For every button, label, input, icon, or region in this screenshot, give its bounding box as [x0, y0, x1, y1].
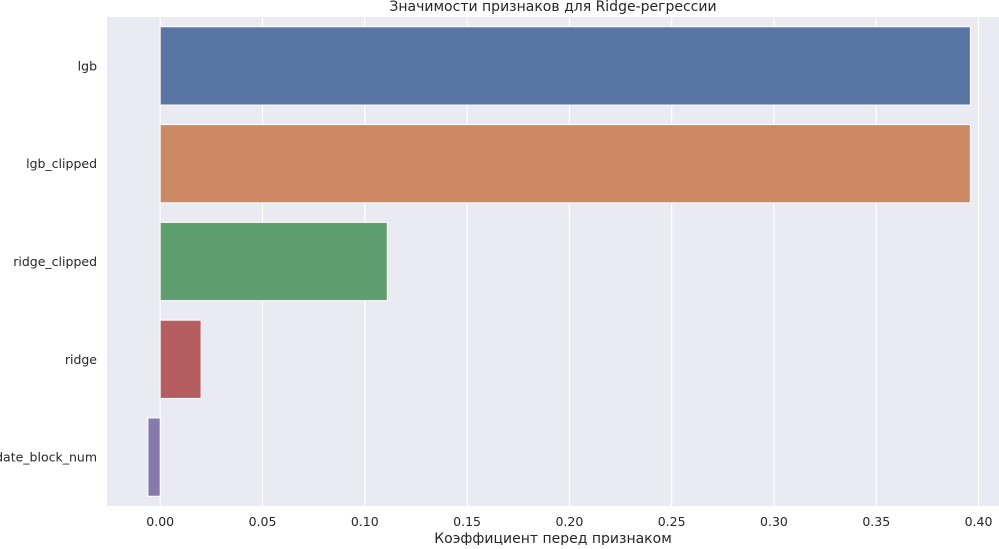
bar-ridge-clipped	[159, 221, 388, 302]
bars	[147, 26, 971, 497]
x-tick-label: 0.40	[965, 514, 993, 529]
y-tick-label: lgb_clipped	[26, 156, 97, 171]
x-tick-label: 0.30	[760, 514, 788, 529]
y-tick-label: lgb	[78, 58, 97, 73]
x-tick-label: 0.00	[146, 514, 174, 529]
y-tick-label: ridge	[65, 352, 97, 367]
y-tick-label: ridge_clipped	[13, 254, 97, 269]
chart-title: Значимости признаков для Ridge-регрессии	[389, 0, 716, 15]
y-tick-label: date_block_num	[0, 450, 97, 465]
bar-date-block-num	[147, 417, 161, 497]
x-tick-labels: 0.00 0.05 0.10 0.15 0.20 0.25 0.30 0.35 0.40	[146, 514, 992, 529]
x-tick-label: 0.25	[658, 514, 686, 529]
bar-lgb-clipped	[159, 124, 971, 204]
x-tick-label: 0.35	[862, 514, 890, 529]
x-tick-label: 0.05	[249, 514, 277, 529]
bar-ridge	[159, 319, 202, 399]
x-tick-label: 0.20	[555, 514, 583, 529]
x-tick-label: 0.15	[453, 514, 481, 529]
bar-lgb	[159, 26, 971, 106]
x-tick-label: 0.10	[351, 514, 379, 529]
x-axis-label: Коэффициент перед признаком	[434, 531, 672, 545]
